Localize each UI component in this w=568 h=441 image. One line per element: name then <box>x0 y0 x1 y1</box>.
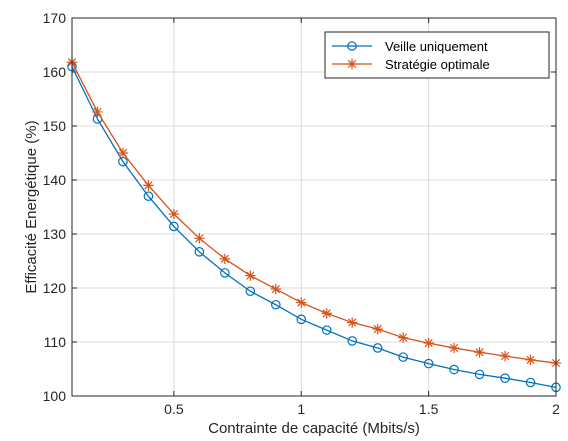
series-line <box>71 61 557 364</box>
y-tick-label: 150 <box>43 118 67 134</box>
tick-labels: 0.5 1 1.5 2 100 110 120 130 140 150 160 170 <box>43 10 560 417</box>
data-point <box>143 191 154 201</box>
series-2 <box>66 57 562 369</box>
data-point <box>296 297 307 308</box>
legend-box <box>324 31 550 79</box>
data-point <box>449 364 459 375</box>
data-point <box>321 308 332 319</box>
y-tick-label: 130 <box>43 226 67 242</box>
series-line <box>71 66 557 388</box>
data-point <box>219 253 231 265</box>
data-point <box>500 373 510 383</box>
data-point <box>321 325 332 335</box>
plot-frame <box>71 17 557 397</box>
y-tick-label: 110 <box>44 334 67 350</box>
data-point <box>448 342 460 354</box>
legend-entry-1: Veille uniquement <box>332 39 488 54</box>
data-point <box>398 352 408 362</box>
y-tick-label: 120 <box>43 280 67 296</box>
data-point <box>245 270 256 281</box>
data-point <box>270 299 281 310</box>
y-tick-label: 170 <box>43 10 67 26</box>
data-point <box>270 283 281 295</box>
data-point <box>372 343 383 353</box>
data-point <box>117 147 129 159</box>
data-point <box>168 208 180 220</box>
x-axis-label: Contrainte de capacité (Mbits/s) <box>208 420 420 437</box>
data-point <box>296 314 307 325</box>
data-point <box>194 247 205 257</box>
x-tick-label: 1 <box>297 401 305 417</box>
data-point <box>143 180 154 191</box>
legend-label: Stratégie optimale <box>385 57 490 72</box>
x-tick-label: 0.5 <box>164 401 184 417</box>
data-point <box>347 317 358 328</box>
y-tick-label: 140 <box>43 172 67 188</box>
data-point <box>347 41 357 51</box>
legend-entry-2: Stratégie optimale <box>332 57 490 72</box>
data-point <box>474 347 485 358</box>
data-point <box>423 358 434 369</box>
y-tick-label: 100 <box>43 388 67 404</box>
data-point <box>194 233 205 244</box>
data-point <box>346 58 358 70</box>
data-point <box>169 221 179 232</box>
data-point <box>347 336 358 346</box>
data-point <box>525 377 536 388</box>
data-point <box>474 369 485 380</box>
legend: Veille uniquement Stratégie optimale <box>324 31 550 79</box>
data-point <box>220 268 230 278</box>
x-tick-label: 2 <box>552 401 560 417</box>
data-point <box>245 286 256 297</box>
data-point <box>423 337 434 349</box>
x-tick-label: 1.5 <box>419 401 439 417</box>
y-tick-label: 160 <box>43 64 67 80</box>
y-axis-label: Efficacité Energétique (%) <box>23 120 40 293</box>
data-point <box>92 106 103 118</box>
data-point <box>372 323 383 335</box>
data-point <box>525 354 536 366</box>
data-point <box>499 350 511 362</box>
series-layer <box>66 57 562 393</box>
legend-label: Veille uniquement <box>385 39 488 54</box>
data-point <box>397 332 409 343</box>
legend-entries: Veille uniquement Stratégie optimale <box>332 39 490 72</box>
